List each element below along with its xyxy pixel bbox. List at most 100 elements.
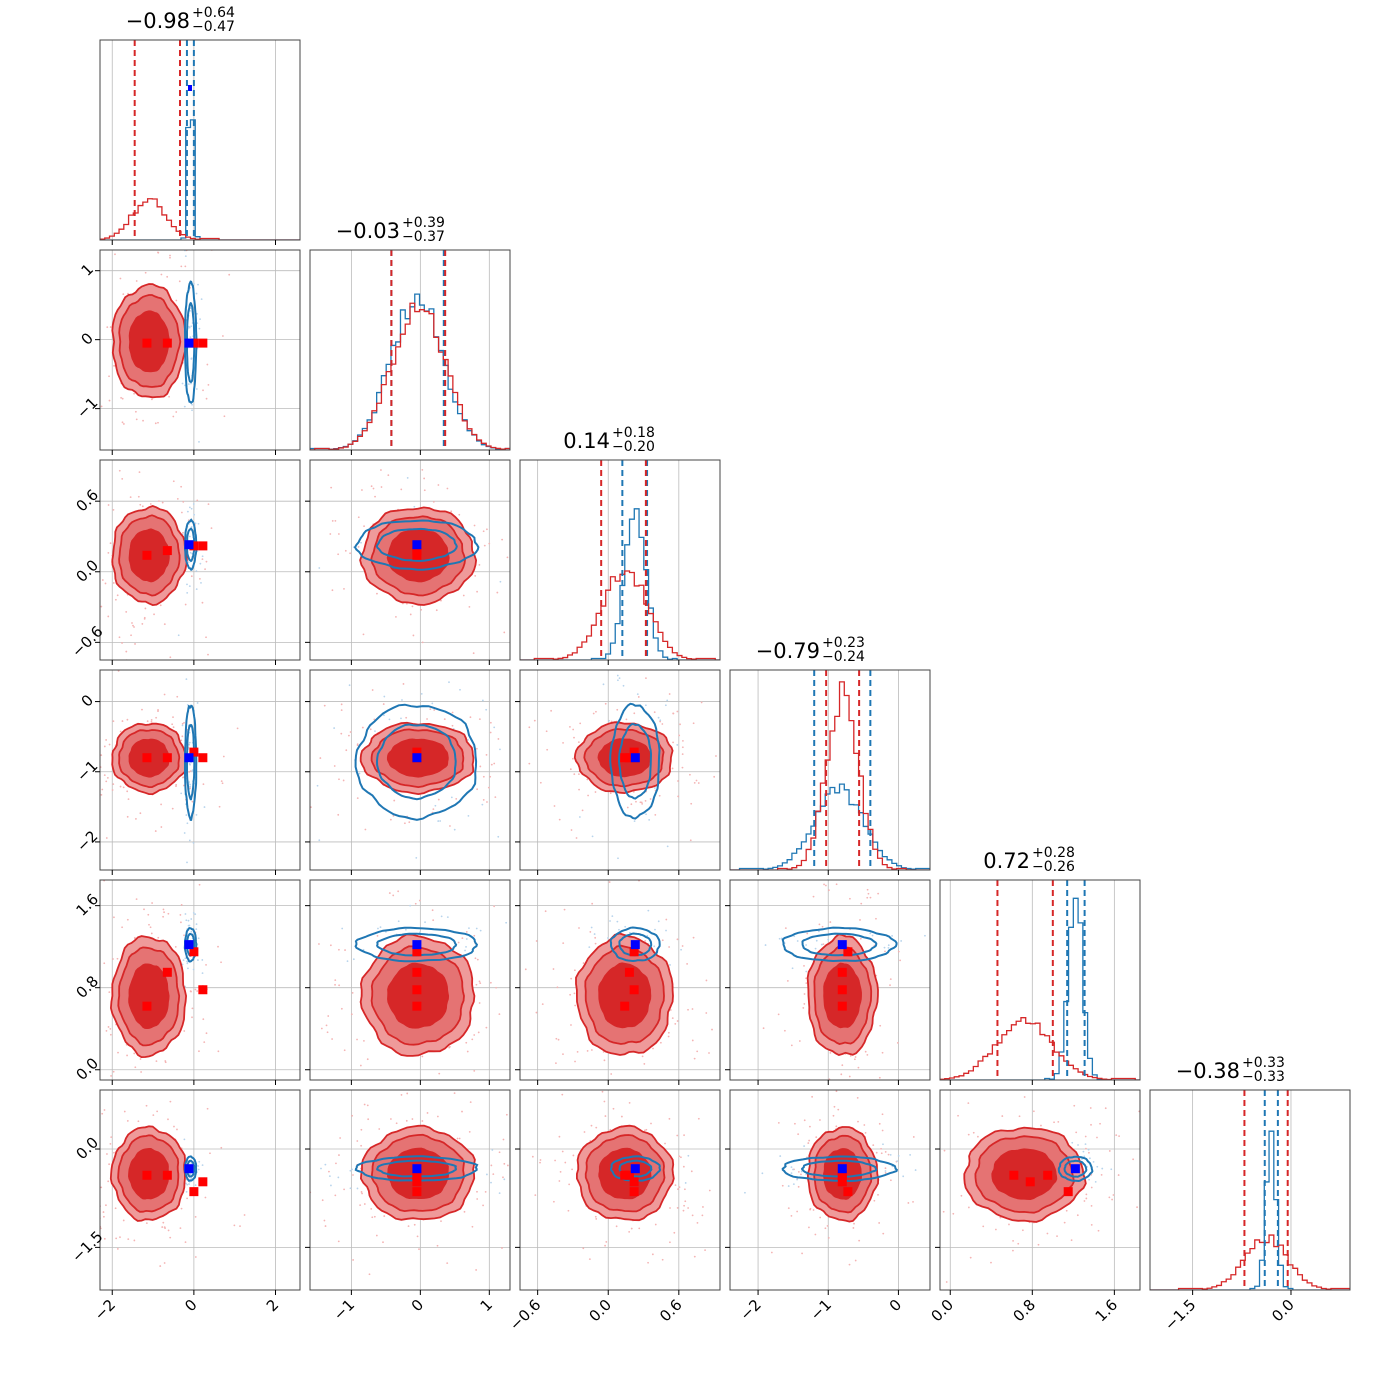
sample-point-red [191, 800, 194, 803]
sample-point-red [857, 1066, 860, 1069]
sample-point-red [129, 666, 131, 668]
sample-point-blue [383, 695, 386, 698]
sample-point-blue [648, 818, 651, 821]
sample-point-red [361, 1192, 363, 1195]
panel-5-2 [515, 1081, 721, 1295]
sample-point-red [127, 798, 130, 801]
sample-point-red [142, 419, 144, 422]
sample-point-red [134, 410, 137, 413]
panel-frame [99, 879, 301, 1081]
sample-point-red [302, 762, 304, 764]
sample-point-blue [185, 678, 188, 681]
sample-point-red [708, 1189, 711, 1192]
sample-point-red [550, 709, 553, 712]
sample-point-red [583, 1081, 585, 1083]
sample-point-blue [617, 857, 619, 860]
sample-point-red [401, 846, 403, 848]
sample-point-red [106, 776, 109, 779]
sample-point-blue [190, 507, 193, 510]
sample-point-red [479, 982, 482, 985]
sample-point-red [1097, 1229, 1100, 1232]
sample-point-blue [195, 928, 198, 931]
sample-point-red [1037, 1243, 1040, 1246]
sample-point-red [221, 782, 224, 785]
panel-2-1 [305, 459, 523, 665]
sample-point-red [1012, 1239, 1014, 1242]
sample-point-blue [617, 679, 619, 682]
sample-point-red [632, 790, 635, 793]
panel-body [524, 880, 713, 1075]
sample-point-blue [191, 403, 193, 406]
sample-point-red [330, 486, 333, 489]
histogram-blue [1150, 1130, 1350, 1290]
sample-point-red [198, 577, 201, 580]
sample-point-red [83, 867, 85, 869]
sample-point-red [994, 1228, 997, 1231]
sample-point-red [587, 794, 589, 797]
sample-point-blue [646, 934, 649, 937]
sample-point-blue [1094, 1180, 1097, 1183]
sample-point-red [873, 1199, 876, 1202]
sample-point-blue [485, 708, 488, 711]
sample-point-blue [664, 704, 667, 707]
sample-point-blue [1110, 1168, 1113, 1171]
sample-point-blue [609, 920, 611, 922]
sample-point-blue [186, 962, 189, 965]
sample-point-blue [467, 739, 469, 741]
sample-point-blue [188, 741, 191, 744]
y-tick-label: 0.0 [72, 1054, 102, 1084]
sample-point-red [1001, 1115, 1004, 1117]
sample-point-red [586, 778, 589, 781]
sample-point-blue [636, 693, 639, 696]
sample-point-blue [887, 944, 890, 947]
sample-point-red [884, 1171, 887, 1174]
sample-point-red [1012, 1249, 1014, 1252]
panel-frame [309, 459, 511, 661]
sample-point-red [603, 1059, 606, 1062]
sample-point-red [182, 776, 184, 779]
sample-point-red [828, 1087, 830, 1089]
sample-point-red [108, 1163, 111, 1166]
sample-point-red [453, 1092, 456, 1095]
sample-point-red [651, 1253, 654, 1256]
sample-point-red [371, 1216, 374, 1219]
sample-point-red [594, 791, 597, 793]
sample-point-blue [330, 1184, 332, 1187]
diagonal-title-lower: −0.20 [612, 439, 655, 455]
sample-point-blue [521, 560, 523, 562]
sample-point-red [573, 969, 576, 972]
sample-point-blue [318, 567, 321, 569]
y-tick-label: −2 [73, 827, 101, 855]
sample-point-red [175, 785, 177, 788]
marker-red [629, 947, 639, 957]
histogram-red [100, 198, 300, 240]
sample-point-red [671, 767, 674, 770]
sample-point-red [690, 802, 693, 805]
sample-point-red [180, 904, 183, 906]
sample-point-blue [397, 920, 400, 923]
contour-blue-outer [781, 1155, 899, 1183]
sample-point-blue [481, 803, 484, 806]
sample-point-red [162, 1221, 165, 1224]
sample-point-red [176, 1128, 178, 1131]
sample-point-red [837, 1108, 840, 1111]
sample-point-red [122, 293, 125, 296]
sample-point-blue [188, 839, 191, 842]
sample-point-red [150, 720, 153, 723]
sample-point-red [129, 496, 132, 499]
sample-point-red [143, 908, 145, 911]
x-tick-label: −2 [91, 1296, 119, 1324]
sample-point-red [516, 756, 518, 758]
sample-point-red [674, 1184, 677, 1186]
sample-point-red [881, 1051, 884, 1054]
sample-point-red [926, 1215, 928, 1217]
sample-point-red [196, 990, 199, 992]
sample-point-red [552, 1002, 554, 1004]
sample-point-red [117, 1051, 119, 1054]
sample-point-blue [493, 726, 496, 729]
sample-point-red [544, 1125, 546, 1127]
sample-point-red [880, 1147, 882, 1150]
sample-point-red [484, 1191, 487, 1193]
sample-point-red [684, 1200, 687, 1203]
sample-point-red [866, 888, 869, 891]
